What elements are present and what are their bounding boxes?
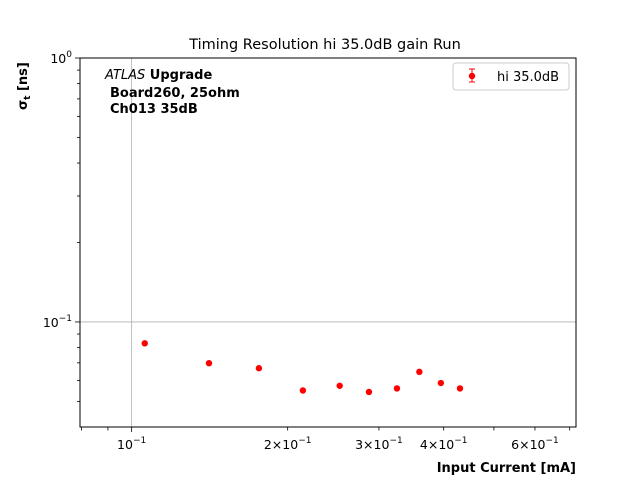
atlas-label: ATLAS (104, 68, 145, 83)
x-tick-exponent: −1 (545, 436, 558, 446)
data-point (255, 365, 263, 372)
data-point (456, 385, 464, 392)
board-label: Board260, 25ohm (110, 86, 240, 101)
y-axis-label-sigma: σ (16, 100, 31, 110)
upgrade-label: Upgrade (145, 68, 212, 83)
channel-label: Ch013 35dB (110, 102, 198, 117)
legend-marker (468, 72, 476, 80)
x-tick-base: 10 (530, 437, 546, 452)
x-tick-base: 10 (117, 437, 133, 452)
y-tick-exponent: −1 (59, 314, 72, 324)
y-tick-exponent: 0 (66, 50, 72, 60)
x-tick-exponent: −1 (454, 436, 467, 446)
y-tick-label: 100 (50, 50, 72, 66)
x-tick-exponent: −1 (133, 436, 146, 446)
legend-box (452, 62, 570, 91)
x-tick-exponent: −1 (389, 436, 402, 446)
legend-label: hi 35.0dB (497, 70, 559, 85)
atlas-annotation: ATLAS Upgrade Board260, 25ohm Ch013 35dB (104, 68, 240, 117)
data-point (299, 387, 307, 394)
data-point (141, 340, 148, 347)
x-tick-multiplier: 3× (355, 437, 373, 452)
data-point (416, 368, 423, 376)
data-point (336, 382, 343, 389)
x-tick-multiplier: 6× (511, 437, 529, 452)
x-tick-base: 10 (374, 437, 390, 452)
y-axis-label: σt [ns] (16, 62, 33, 110)
chart-title: Timing Resolution hi 35.0dB gain Run (188, 37, 461, 53)
x-tick-base: 10 (282, 437, 298, 452)
x-tick-label: 3×10−1 (355, 436, 403, 452)
y-axis-label-subscript: t (23, 95, 33, 100)
y-tick-label: 10−1 (43, 314, 72, 330)
x-tick-multiplier: 4× (420, 437, 438, 452)
y-tick-base: 10 (50, 51, 66, 66)
x-tick-label: 10−1 (117, 436, 146, 452)
legend: hi 35.0dB (452, 62, 570, 91)
x-tick-base: 10 (438, 437, 454, 452)
x-tick-multiplier: 2× (264, 437, 282, 452)
data-points (141, 340, 464, 396)
x-tick-label: 6×10−1 (511, 436, 559, 452)
x-axis-label: Input Current [mA] (437, 461, 576, 476)
x-tick-exponent: −1 (298, 436, 311, 446)
data-point (393, 385, 401, 392)
svg-text:ATLAS Upgrade: ATLAS Upgrade (104, 68, 212, 83)
data-point (365, 388, 373, 396)
x-tick-label: 4×10−1 (420, 436, 468, 452)
y-axis-label-units: [ns] (16, 62, 31, 95)
data-point (205, 359, 213, 367)
data-point (437, 379, 445, 387)
y-tick-base: 10 (43, 315, 59, 330)
x-tick-label: 2×10−1 (264, 436, 312, 452)
